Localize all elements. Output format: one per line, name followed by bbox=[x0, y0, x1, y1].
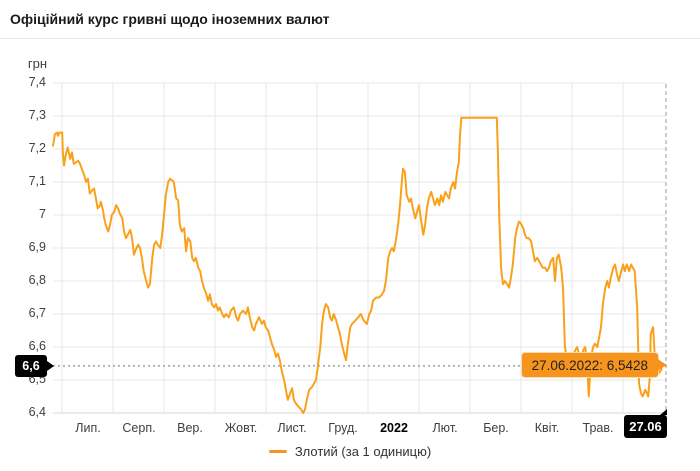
x-axis-tick-: Квіт. bbox=[534, 421, 560, 435]
y-axis-tick-6,4: 6,4 bbox=[28, 405, 46, 419]
y-axis-tick-6,7: 6,7 bbox=[28, 306, 46, 320]
y-axis-tick-7,3: 7,3 bbox=[28, 108, 46, 122]
crosshair-value-badge: 6,6 bbox=[15, 355, 54, 377]
x-axis-tick-: Вер. bbox=[177, 421, 203, 435]
y-axis-tick-7,2: 7,2 bbox=[28, 141, 46, 155]
legend: Злотий (за 1 одиницю) bbox=[0, 444, 700, 459]
y-axis-tick-6,9: 6,9 bbox=[28, 240, 46, 254]
y-axis-unit-label: грн bbox=[27, 56, 47, 71]
crosshair-date-badge: 27.06 bbox=[624, 409, 667, 438]
crosshair-value-text: 6,6 bbox=[22, 359, 40, 373]
y-axis-tick-7,1: 7,1 bbox=[28, 174, 46, 188]
y-axis-tick-6,8: 6,8 bbox=[28, 273, 46, 287]
y-axis-tick-6,6: 6,6 bbox=[28, 339, 46, 353]
x-axis-tick-: Груд. bbox=[328, 421, 358, 435]
y-axis-tick-7,4: 7,4 bbox=[28, 75, 46, 89]
tooltip-pointer-icon bbox=[658, 359, 666, 371]
tooltip: 27.06.2022: 6,5428 bbox=[520, 352, 666, 378]
crosshair-date-text: 27.06 bbox=[629, 419, 662, 434]
x-axis-tick-: Лист. bbox=[277, 421, 307, 435]
badge-arrow-right-icon bbox=[47, 361, 54, 371]
x-axis-tick-2022: 2022 bbox=[380, 421, 408, 435]
badge-arrow-up-icon bbox=[660, 409, 667, 415]
tooltip-text: 27.06.2022: 6,5428 bbox=[531, 357, 648, 373]
x-axis-tick-: Серп. bbox=[122, 421, 156, 435]
x-axis-tick-: Лип. bbox=[75, 421, 101, 435]
legend-series-dash-icon bbox=[268, 450, 287, 453]
legend-series-label[interactable]: Злотий (за 1 одиницю) bbox=[294, 444, 432, 459]
x-axis-tick-: Лют. bbox=[432, 421, 458, 435]
page-title: Офіційний курс гривні щодо іноземних вал… bbox=[10, 11, 330, 27]
y-axis-tick-7: 7 bbox=[39, 207, 46, 221]
x-axis-tick-: Трав. bbox=[582, 421, 614, 435]
x-axis-tick-: Жовт. bbox=[224, 421, 258, 435]
widget-header: Офіційний курс гривні щодо іноземних вал… bbox=[0, 0, 700, 39]
x-axis-tick-: Бер. bbox=[483, 421, 509, 435]
